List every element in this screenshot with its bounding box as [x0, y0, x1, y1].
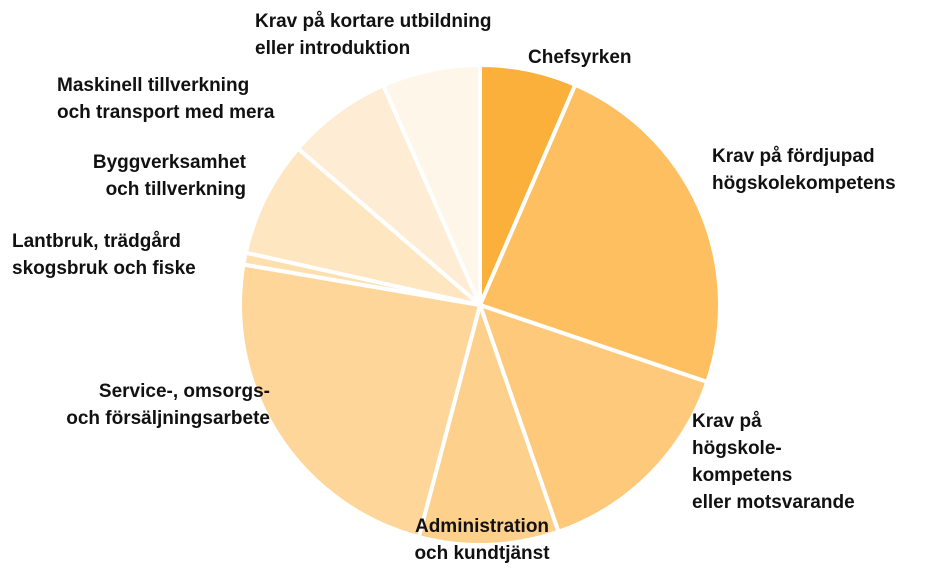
pie-slice — [478, 82, 722, 385]
pie-slice — [243, 146, 482, 307]
slice-label: Chefsyrken — [528, 47, 632, 68]
slice-label: Service-, omsorgs- och försäljningsarbet… — [66, 381, 270, 429]
pie-slice — [478, 303, 710, 534]
slice-label: Administration och kundtjänst — [414, 516, 550, 564]
slice-label: Krav på fördjupad högskolekompetens — [712, 146, 896, 194]
pie-slice — [295, 83, 482, 307]
slice-label: Krav på högskole- kompetens eller motsva… — [692, 411, 855, 513]
slice-label: Byggverksamhet och tillverkning — [92, 152, 246, 200]
pie-slice — [416, 303, 561, 547]
slice-label: Maskinell tillverkning och transport med… — [57, 75, 275, 123]
pie-slice — [381, 63, 482, 307]
slice-label: Krav på kortare utbildning eller introdu… — [255, 11, 492, 59]
slice-label: Lantbruk, trädgård skogsbruk och fiske — [12, 231, 196, 279]
pie-slice — [238, 262, 482, 540]
